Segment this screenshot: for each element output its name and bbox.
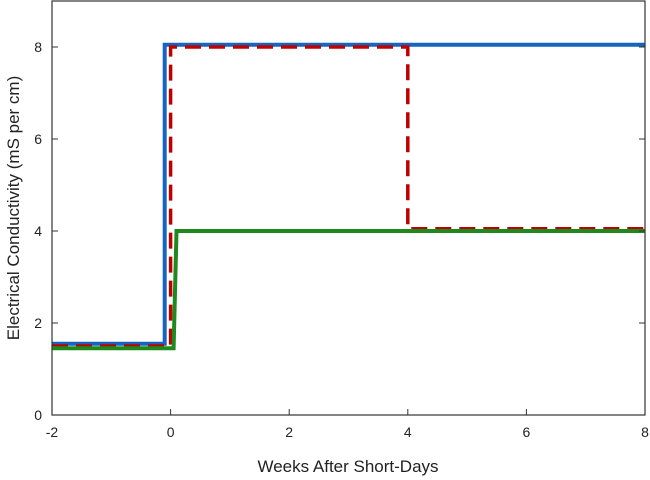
y-tick-label: 0	[34, 407, 42, 423]
plot-area	[52, 42, 645, 351]
x-tick-label: 0	[167, 424, 175, 440]
y-axis-label: Electrical Conductivity (mS per cm)	[4, 76, 23, 341]
axes-frame	[51, 0, 646, 416]
y-tick-label: 4	[34, 223, 42, 239]
x-tick-label: 4	[404, 424, 412, 440]
series-line-green-solid	[52, 229, 645, 351]
series-line-blue-solid	[52, 42, 645, 346]
y-tick-label: 6	[34, 131, 42, 147]
x-axis-label: Weeks After Short-Days	[257, 457, 438, 476]
x-tick-label: 2	[285, 424, 293, 440]
x-tick-label: 6	[523, 424, 531, 440]
y-tick-label: 8	[34, 39, 42, 55]
x-tick-label: 8	[641, 424, 649, 440]
x-tick-label: -2	[46, 424, 59, 440]
y-tick-label: 2	[34, 315, 42, 331]
series-line-red-dashed	[52, 45, 645, 348]
